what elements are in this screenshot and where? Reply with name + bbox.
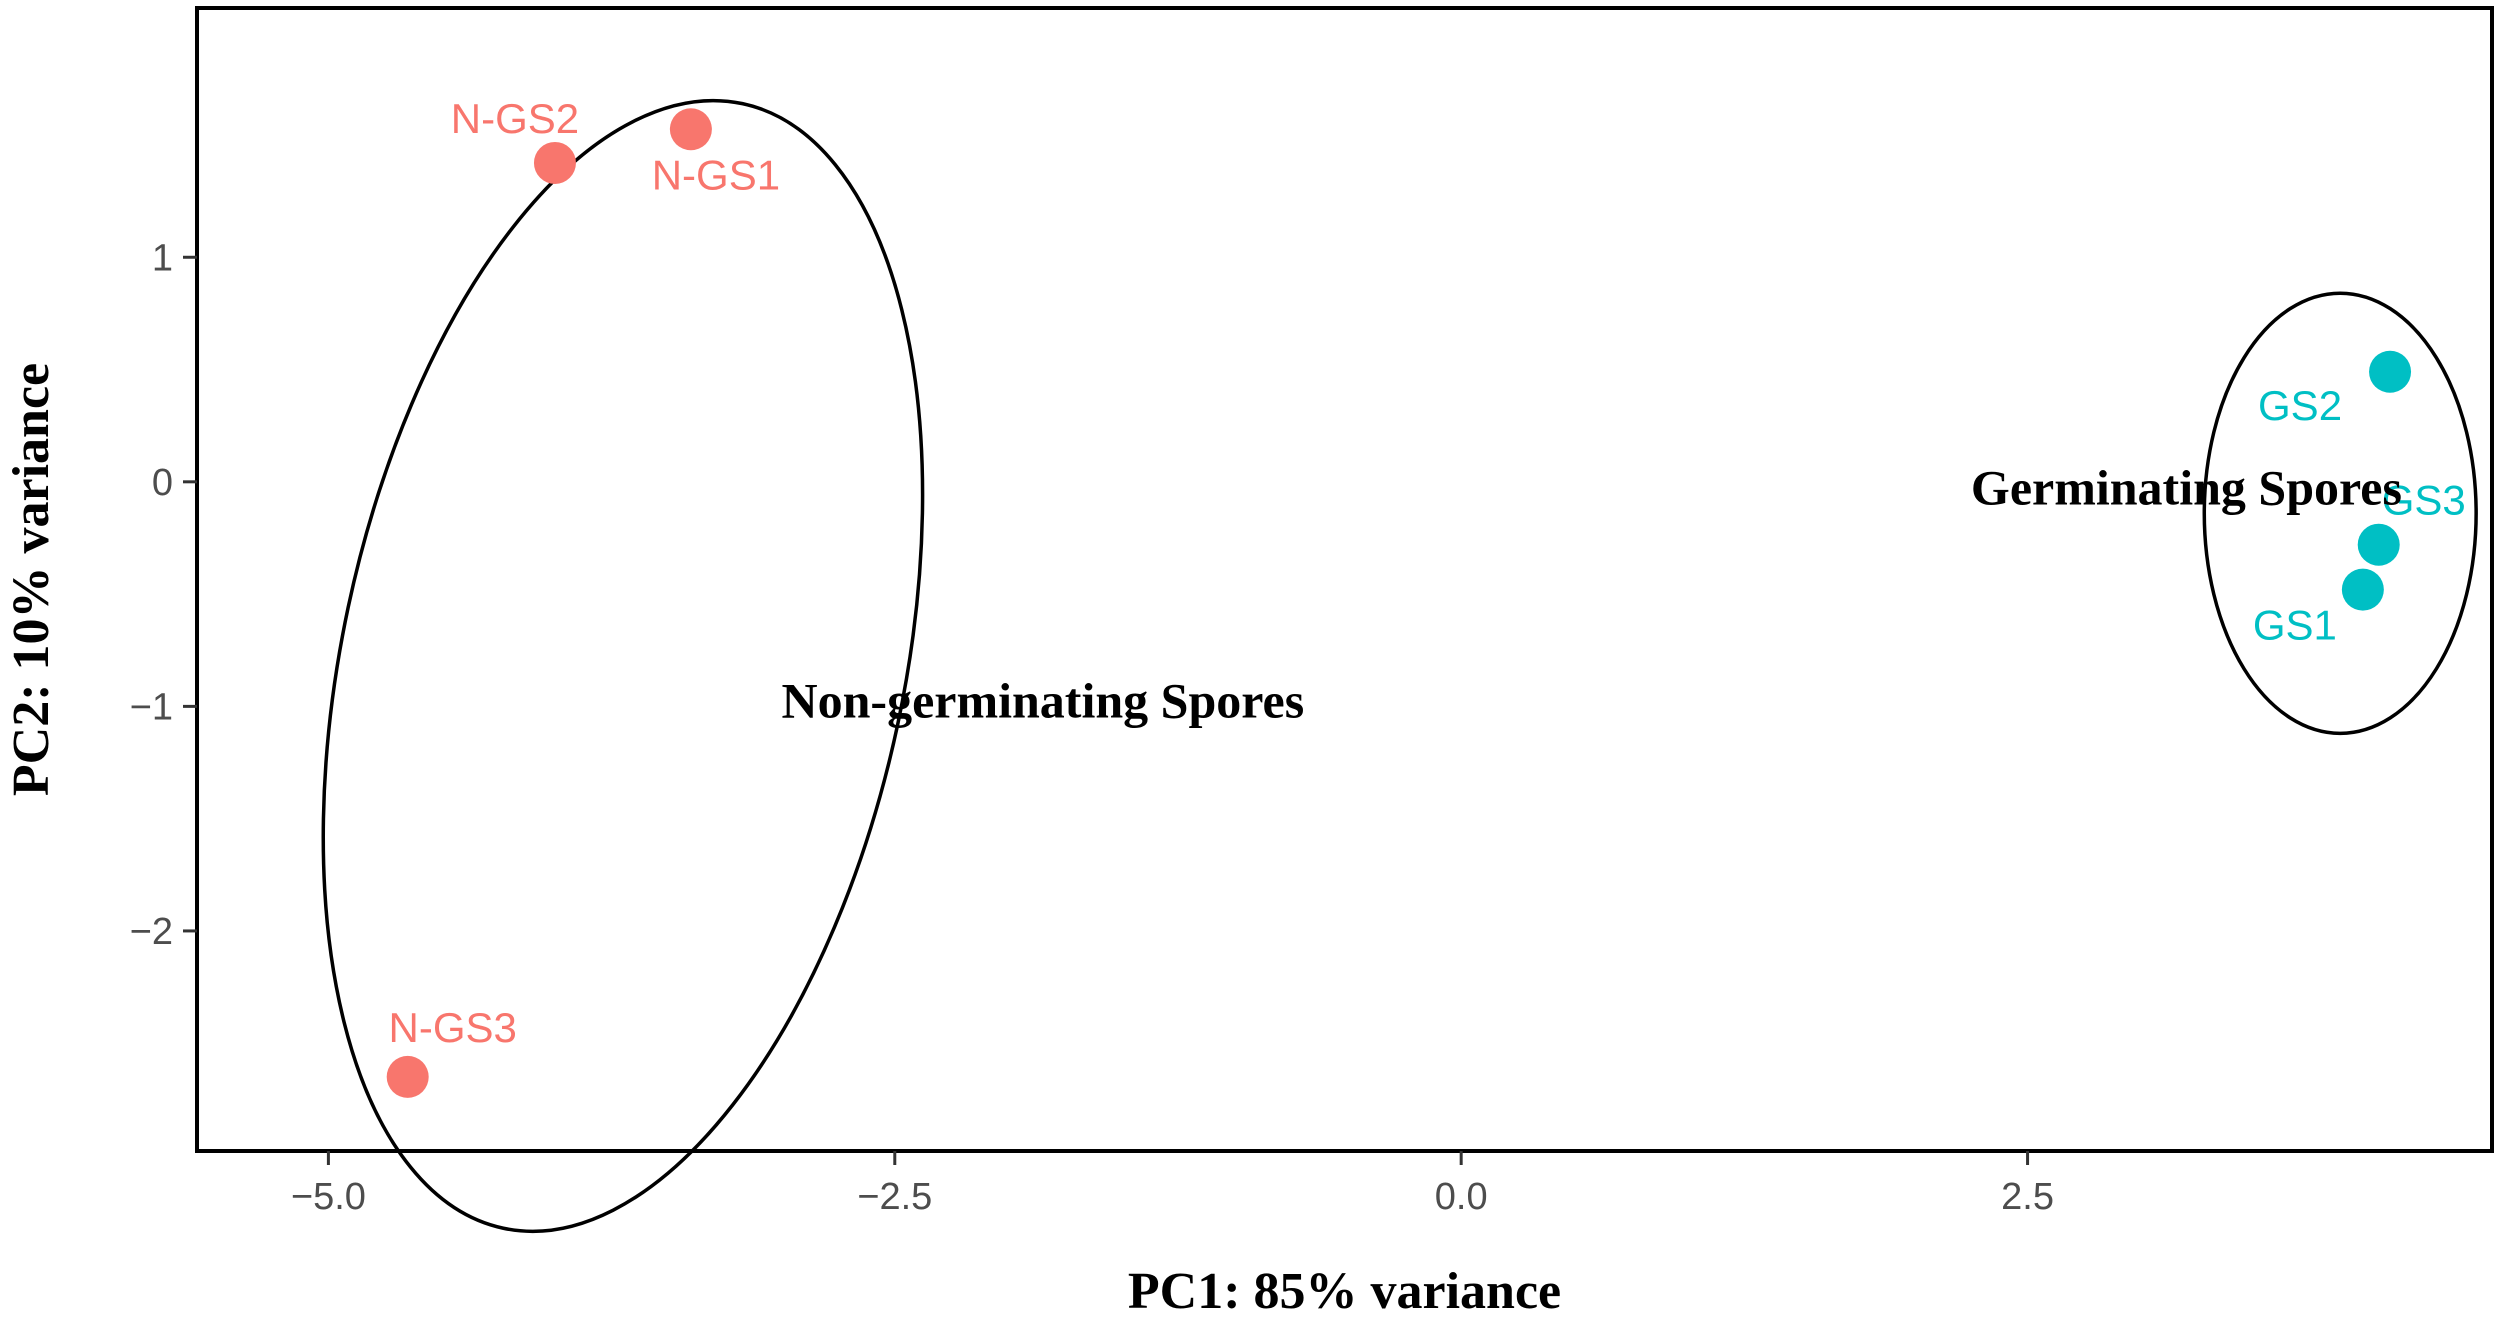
y-tick-label: −1 — [130, 686, 173, 728]
point-label-n-gs2: N-GS2 — [451, 95, 579, 142]
point-n-gs3 — [386, 1055, 429, 1098]
x-tick-label: 2.5 — [2001, 1176, 2054, 1218]
y-tick-label: 0 — [152, 462, 173, 504]
group-ellipse-1 — [2202, 291, 2478, 736]
x-axis-title: PC1: 85% variance — [1128, 1263, 1561, 1320]
point-gs3 — [2357, 523, 2400, 566]
y-axis-title: PC2: 10% variance — [3, 363, 60, 796]
y-tick-label: 1 — [152, 237, 173, 279]
group-annotations: Non-germinating Spores Germinating Spores — [782, 459, 2402, 728]
point-n-gs2 — [533, 141, 576, 184]
x-tick-label: 0.0 — [1435, 1176, 1488, 1218]
point-label-gs1: GS1 — [2253, 602, 2337, 649]
group-annotation-0: Non-germinating Spores — [782, 673, 1305, 729]
point-n-gs1 — [669, 108, 712, 151]
point-gs1 — [2341, 568, 2384, 611]
point-label-gs2: GS2 — [2258, 382, 2342, 429]
group-ellipse-0 — [321, 98, 925, 1234]
plot-panel-border — [195, 6, 2494, 1153]
point-label-n-gs1: N-GS1 — [652, 151, 780, 198]
point-labels: N-GS2 N-GS1 N-GS3 GS2 GS3 GS1 — [389, 95, 2466, 1051]
group-annotation-1: Germinating Spores — [1971, 459, 2402, 515]
x-tick-label: −5.0 — [291, 1176, 366, 1218]
y-axis-ticks: −2 −1 0 1 — [130, 237, 197, 953]
x-axis-ticks: −5.0 −2.5 0.0 2.5 — [291, 1151, 2054, 1218]
group-ellipses — [321, 98, 2478, 1234]
x-tick-label: −2.5 — [857, 1176, 932, 1218]
point-label-gs3: GS3 — [2382, 477, 2466, 524]
data-points — [386, 108, 2412, 1098]
point-gs2 — [2369, 350, 2412, 393]
point-label-n-gs3: N-GS3 — [389, 1004, 517, 1051]
y-tick-label: −2 — [130, 911, 173, 953]
